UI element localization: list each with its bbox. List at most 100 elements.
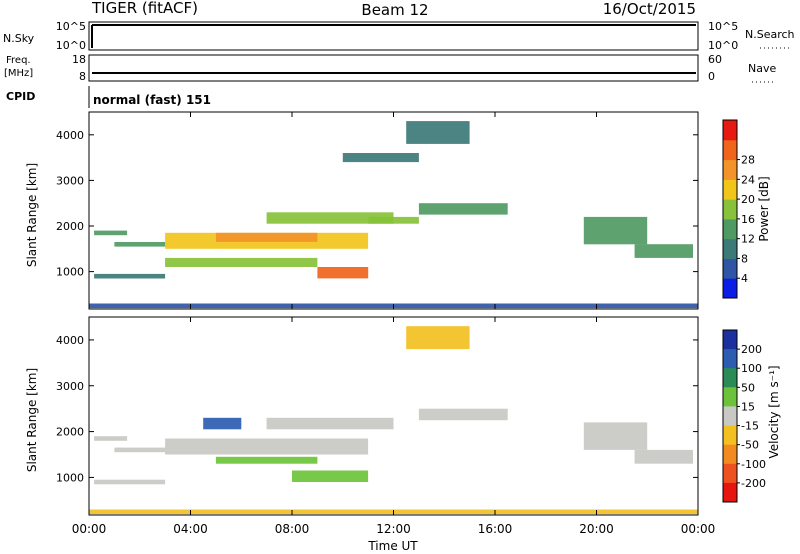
velocity-colorbar: 200 100 50 15 -15 -50 -100 -200 [722, 329, 766, 503]
colorbar-swatch [723, 444, 737, 465]
nsearch-label: N.Search [745, 28, 795, 41]
power-colorbar-label: Power [dB] [757, 176, 771, 241]
power-panel: 1000 2000 3000 4000 Slant Range [km] [25, 111, 699, 310]
nave-label: Nave [748, 62, 776, 75]
y-tick-label: 1000 [56, 471, 84, 484]
velocity-echo-region-2 [114, 447, 166, 453]
colorbar-tick-label: 28 [741, 154, 755, 167]
colorbar-swatch [723, 179, 737, 200]
nsky-tick-bottom: 10^0 [56, 39, 86, 52]
x-tick-label: 00:00 [681, 522, 716, 536]
colorbar-tick-label: 8 [741, 252, 748, 265]
y-tick-label: 4000 [56, 129, 84, 142]
x-tick-label: 00:00 [72, 522, 107, 536]
colorbar-swatch [723, 238, 737, 259]
colorbar-frame [722, 329, 738, 503]
nsearch-tick-top: 10^5 [708, 20, 738, 33]
power-echo-region-7 [317, 267, 369, 279]
x-tick-label: 20:00 [579, 522, 614, 536]
power-echo-region-10 [342, 153, 419, 163]
x-tick-label: 08:00 [275, 522, 310, 536]
cpid-text: normal (fast) 151 [93, 93, 211, 107]
nave-tick-top: 60 [708, 53, 722, 66]
colorbar-swatch [723, 406, 737, 426]
colorbar-tick-label: -15 [741, 420, 759, 433]
colorbar-tick-label: 4 [741, 272, 748, 285]
velocity-echo-region-1 [94, 479, 166, 485]
freq-tick-bottom: 8 [79, 70, 86, 83]
colorbar-swatch [723, 199, 737, 220]
beam-title: Beam 12 [361, 1, 428, 19]
velocity-ylabel: Slant Range [km] [25, 368, 39, 472]
velocity-echo-region-9 [406, 326, 470, 350]
colorbar-swatch [723, 463, 737, 484]
power-echo-region-6 [266, 212, 394, 224]
x-tick-label: 04:00 [173, 522, 208, 536]
colorbar-tick-label: -50 [741, 439, 759, 452]
y-tick-label: 2000 [56, 220, 84, 233]
power-colorbar: 4 8 12 16 20 24 28 [722, 119, 755, 299]
colorbar-tick-label: 200 [741, 343, 762, 356]
velocity-panel: 1000 2000 3000 4000 Slant Range [km] [25, 316, 699, 516]
colorbar-swatch [723, 482, 737, 503]
colorbar-tick-label: 50 [741, 381, 755, 394]
nsky-tick-top: 10^5 [56, 20, 86, 33]
freq-strip: Freq. [MHz] 18 8 60 0 Nave [4, 53, 776, 83]
power-ylabel: Slant Range [km] [25, 163, 39, 267]
radar-title: TIGER (fitACF) [91, 0, 198, 17]
nave-tick-bottom: 0 [708, 70, 715, 83]
velocity-echo-region-11 [634, 449, 693, 464]
power-echo-region-2 [114, 242, 166, 247]
colorbar-tick-label: -100 [741, 458, 766, 471]
power-echo-region-13 [634, 244, 693, 258]
power-data-layer [89, 121, 698, 309]
colorbar-tick-label: 20 [741, 193, 755, 206]
colorbar-tick-label: 100 [741, 362, 762, 375]
velocity-data-layer [89, 326, 698, 515]
velocity-echo-region-10 [583, 422, 648, 450]
colorbar-swatch [723, 349, 737, 369]
velocity-echo-region-4 [215, 456, 318, 464]
velocity-echo-region-8 [418, 408, 508, 421]
velocity-frame [88, 316, 699, 516]
freq-label-2: [MHz] [4, 68, 33, 79]
colorbar-tick-label: -200 [741, 477, 766, 490]
colorbar-swatch [723, 120, 737, 141]
power-echo-region-3 [165, 257, 318, 267]
colorbar-tick-label: 24 [741, 173, 755, 186]
velocity-echo-region-5 [266, 417, 394, 430]
colorbar-swatch [723, 218, 737, 240]
velocity-echo-region-6 [292, 470, 369, 482]
cpid-label: CPID [6, 90, 35, 103]
y-tick-label: 1000 [56, 266, 84, 279]
power-echo-region-0 [94, 230, 128, 236]
y-tick-label: 4000 [56, 334, 84, 347]
colorbar-frame [722, 119, 738, 299]
power-echo-region-1 [94, 273, 166, 279]
colorbar-tick-label: 16 [741, 213, 755, 226]
date-title: 16/Oct/2015 [603, 0, 696, 18]
y-tick-label: 3000 [56, 174, 84, 187]
nsky-label: N.Sky [3, 32, 35, 45]
power-frame [88, 111, 699, 310]
velocity-echo-region-3 [165, 438, 369, 455]
colorbar-swatch [723, 387, 737, 407]
nsky-strip: N.Sky 10^5 10^0 10^5 10^0 N.Search [3, 20, 795, 52]
y-tick-label: 2000 [56, 426, 84, 439]
x-tick-label: 12:00 [376, 522, 411, 536]
power-echo-region-11 [406, 121, 470, 144]
colorbar-swatch [723, 330, 737, 350]
velocity-colorbar-label: Velocity [m s⁻¹] [767, 365, 781, 458]
freq-tick-top: 18 [72, 53, 86, 66]
x-axis-label: Time UT [367, 539, 418, 553]
colorbar-tick-label: 12 [741, 233, 755, 246]
power-echo-region-12 [583, 216, 648, 245]
colorbar-swatch [723, 139, 737, 161]
colorbar-swatch [723, 425, 737, 446]
freq-label-1: Freq. [6, 55, 31, 66]
velocity-echo-region-0 [94, 436, 128, 441]
colorbar-swatch [723, 258, 737, 279]
power-echo-region-9 [418, 203, 508, 215]
x-tick-label: 16:00 [478, 522, 513, 536]
